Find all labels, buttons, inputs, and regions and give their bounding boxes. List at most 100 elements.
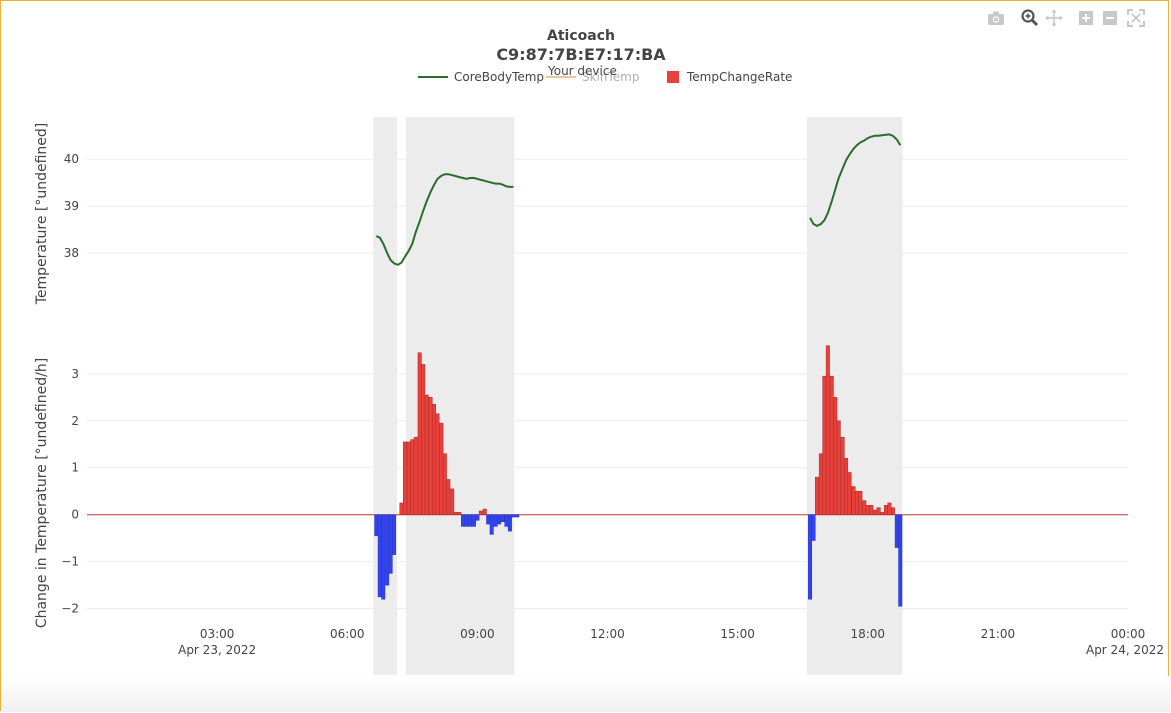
bar-negative [385,514,390,586]
legend-item-corebodytemp[interactable]: CoreBodyTemp [418,69,544,84]
bar-positive [854,490,859,515]
bar-negative [500,514,505,522]
bar-positive [836,420,841,515]
bar-positive [413,436,418,515]
bar-negative [493,514,498,527]
x-tick-label: 21:00 [981,627,1016,641]
device-id: C9:87:7B:E7:17:BA [496,45,666,64]
bar-negative [468,514,472,527]
bar-positive [876,507,881,515]
bar-positive [457,512,462,515]
chart-title: Aticoach [547,28,615,44]
shaded-region [807,117,903,675]
bottom-shadow [1,676,1170,712]
bar-positive [402,441,407,515]
bar-positive [478,510,483,515]
bar-negative [475,514,480,521]
bar-positive [873,509,878,515]
bar-positive [829,375,834,515]
bar-positive [818,453,823,515]
zoom-in-icon[interactable] [1076,8,1096,28]
bar-negative [515,514,520,518]
bar-positive [399,502,404,515]
y-tick-label: 3 [71,367,79,381]
bar-negative [377,514,382,598]
y-axis-title-bottom: Change in Temperature [°undefined/h] [34,358,50,628]
bar-positive [417,352,422,515]
bar-positive [840,436,845,515]
x-tick-label: 12:00 [590,627,625,641]
bar-negative [461,514,466,527]
axis-titles: Temperature [°undefined] Change in Temper… [34,123,50,628]
bar-positive [424,394,429,515]
bar-positive [442,453,447,515]
bar-positive [883,505,888,515]
y-tick-label: 40 [64,152,79,166]
core-body-temp-line [809,133,902,228]
x-tick-label: 15:00 [720,627,755,641]
camera-icon[interactable] [986,8,1006,28]
legend-label: TempChangeRate [687,69,793,84]
x-tick-date-label: Apr 23, 2022 [178,643,256,657]
bar-negative [489,514,494,535]
bar-positive [865,505,870,515]
bar-negative [811,514,816,541]
bar-negative [381,514,386,600]
bar-negative [507,514,512,532]
bar-negative [898,514,903,607]
bar-negative [894,514,899,548]
zoom-out-icon[interactable] [1100,8,1120,28]
y-tick-label: 38 [64,246,79,260]
bar-negative [471,514,476,527]
bar-positive [428,397,433,515]
bar-positive [833,397,838,515]
x-tick-label: 09:00 [460,627,495,641]
bar-positive [847,472,852,515]
bar-positive [410,439,415,515]
bar-positive [825,345,830,515]
legend-item-skintemp[interactable]: SkinTemp [546,69,640,84]
bar-positive [421,364,426,515]
temp-change-rate-bars [374,345,903,607]
bar-positive [851,486,856,515]
bar-positive [862,500,867,515]
legend-line-swatch [546,75,576,78]
bar-negative [486,514,491,525]
bar-negative [388,514,393,574]
bar-negative [464,514,469,527]
bar-negative [511,514,516,518]
x-tick-date-label: Apr 24, 2022 [1086,643,1164,657]
y-axis-title-top: Temperature [°undefined] [34,123,50,306]
pan-icon[interactable] [1044,8,1064,28]
x-tick-label: 03:00 [200,627,235,641]
y-tick-label: −2 [61,602,79,616]
y-tick-label: −1 [61,555,79,569]
legend-item-tempchangerate[interactable]: TempChangeRate [667,69,792,84]
legend-line-swatch [418,75,448,78]
y-tick-label: 39 [64,199,79,213]
bar-positive [858,490,863,515]
gridlines [87,158,1128,610]
bar-negative [497,514,502,525]
zoom-icon[interactable] [1020,8,1040,28]
bar-negative [392,514,397,555]
x-tick-label: 00:00 [1111,627,1146,641]
bar-positive [432,404,436,515]
bar-positive [450,488,455,515]
bar-positive [890,507,895,515]
bar-negative [504,514,509,527]
chart-subtitle: Your device [548,64,617,78]
bar-positive [482,508,487,515]
y-tick-label: 2 [71,414,79,428]
bar-negative [374,514,379,537]
legend-label: CoreBodyTemp [454,69,545,84]
bar-positive [815,476,819,515]
bar-positive [880,512,885,515]
bar-positive [446,479,451,515]
bar-positive [822,375,827,515]
bar-positive [844,458,849,515]
bar-positive [887,502,892,515]
autoscale-icon[interactable] [1126,8,1146,28]
bar-positive [435,413,440,515]
